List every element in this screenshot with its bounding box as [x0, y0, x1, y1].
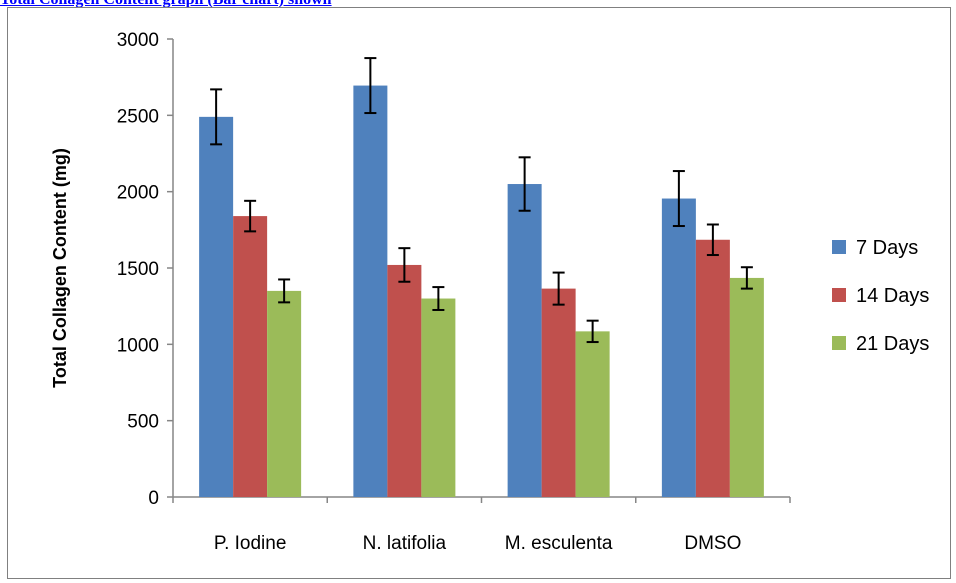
bar — [233, 216, 268, 498]
bar — [541, 288, 576, 497]
legend-label: 14 Days — [856, 285, 929, 307]
y-tick-label: 0 — [148, 488, 159, 509]
bar — [661, 198, 696, 497]
bar — [575, 331, 610, 497]
legend-label: 7 Days — [856, 237, 918, 259]
x-axis: P. Iodine N. latifolia M. esculenta DMSO — [172, 496, 791, 554]
legend-swatch — [832, 288, 846, 302]
bar — [729, 277, 764, 497]
bar — [353, 85, 388, 498]
legend-swatch — [832, 240, 846, 254]
y-tick-label: 1000 — [117, 335, 159, 356]
header-link-text[interactable]: Total Collagen Content graph (Bar chart)… — [0, 0, 332, 9]
bar — [199, 116, 234, 498]
legend-label: 21 Days — [856, 333, 929, 355]
y-tick-label: 3000 — [117, 30, 159, 51]
bar — [387, 264, 422, 497]
x-tick-label: P. Iodine — [214, 533, 287, 554]
header-link[interactable]: Total Collagen Content graph (Bar chart)… — [0, 0, 456, 10]
bars — [199, 85, 764, 498]
y-axis: 0 500 1000 1500 2000 2500 3000 — [117, 30, 174, 509]
bar — [507, 184, 542, 498]
x-tick-label: M. esculenta — [505, 533, 613, 554]
y-tick-label: 2000 — [117, 183, 159, 204]
bar — [421, 298, 456, 497]
legend: 7 Days 14 Days 21 Days — [832, 237, 929, 355]
x-tick-label: DMSO — [684, 533, 741, 554]
chart-frame — [7, 7, 951, 579]
y-tick-label: 1500 — [117, 259, 159, 280]
bar — [267, 290, 302, 497]
legend-swatch — [832, 336, 846, 350]
error-bars — [210, 57, 753, 344]
y-tick-label: 500 — [127, 412, 159, 433]
y-axis-label: Total Collagen Content (mg) — [50, 148, 70, 388]
bar — [695, 239, 730, 498]
x-tick-label: N. latifolia — [363, 533, 447, 554]
y-tick-label: 2500 — [117, 106, 159, 127]
